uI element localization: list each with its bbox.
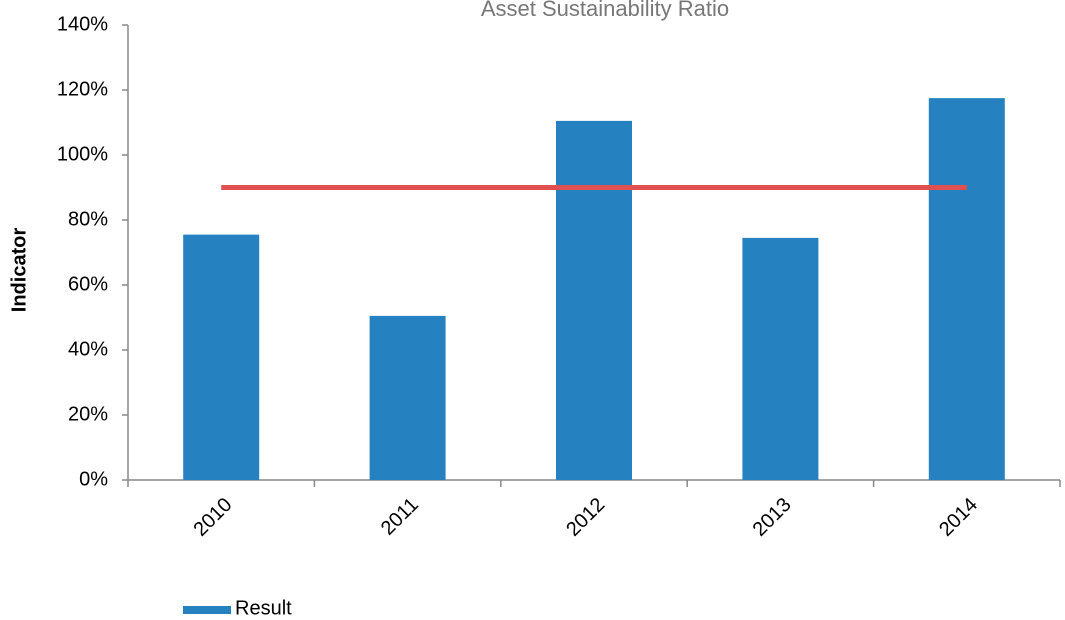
y-tick-label: 60% (68, 273, 108, 295)
x-tick-label: 2011 (377, 494, 423, 540)
bar (183, 234, 260, 480)
y-tick-label: 100% (57, 143, 108, 165)
y-tick-label: 0% (79, 468, 108, 490)
bar (556, 120, 632, 480)
x-tick-label: 2010 (189, 494, 236, 541)
x-tick-label: 2012 (562, 494, 609, 541)
chart-title: Asset Sustainability Ratio (481, 0, 729, 21)
legend-label: Result (235, 597, 292, 619)
x-tick-label: 2014 (935, 494, 982, 541)
bar (369, 315, 446, 480)
y-tick-label: 20% (68, 403, 108, 425)
y-tick-label: 140% (57, 13, 108, 35)
y-tick-label: 40% (68, 338, 108, 360)
y-tick-label: 80% (68, 208, 108, 230)
y-tick-label: 120% (57, 78, 108, 100)
y-axis-label: Indicator (8, 228, 30, 313)
legend-swatch (183, 606, 231, 614)
bar (928, 98, 1005, 480)
x-tick-label: 2013 (749, 494, 796, 541)
bar (742, 237, 819, 480)
